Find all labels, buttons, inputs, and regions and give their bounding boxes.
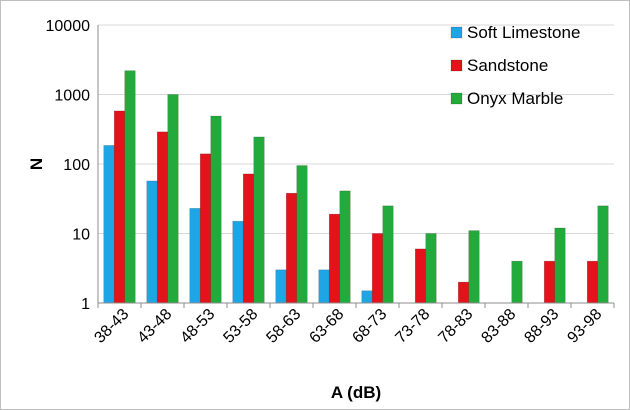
bar-onyx-marble — [210, 115, 222, 304]
legend-label: Soft Limestone — [467, 23, 580, 42]
legend-swatch — [450, 59, 463, 72]
bar-onyx-marble — [167, 94, 179, 304]
y-tick-labels: 1 10 100 1000 10000 — [46, 18, 91, 313]
y-tick-label: 100 — [63, 157, 90, 174]
bar-onyx-marble — [124, 70, 136, 304]
bar-soft-limestone — [318, 269, 330, 304]
legend-label: Sandstone — [467, 56, 548, 75]
legend: Soft Limestone Sandstone Onyx Marble — [450, 23, 580, 108]
bar-soft-limestone — [232, 220, 244, 304]
legend-swatch — [450, 92, 463, 105]
axes-group — [97, 25, 615, 308]
bar-sandstone — [242, 173, 255, 304]
y-tick-label: 10000 — [46, 18, 91, 35]
bar-soft-limestone — [275, 269, 287, 304]
y-tick-label: 1 — [81, 296, 90, 313]
bar-onyx-marble — [468, 230, 480, 304]
bar-sandstone — [371, 233, 384, 304]
bar-onyx-marble — [554, 227, 566, 304]
bar-onyx-marble — [382, 205, 394, 304]
bar-sandstone — [457, 281, 470, 304]
bar-sandstone — [543, 260, 556, 304]
bar-sandstone — [199, 153, 212, 304]
bar-onyx-marble — [296, 165, 308, 304]
bar-soft-limestone — [103, 145, 115, 304]
y-tick-label: 1000 — [54, 88, 90, 105]
bar-soft-limestone — [189, 208, 201, 304]
bar-sandstone — [113, 110, 126, 304]
bar-sandstone — [156, 131, 169, 304]
bar-sandstone — [414, 248, 427, 304]
y-axis-title: N — [27, 158, 46, 170]
bar-onyx-marble — [597, 205, 609, 304]
bar-soft-limestone — [146, 180, 158, 304]
bar-onyx-marble — [253, 136, 265, 304]
bar-sandstone — [586, 260, 599, 304]
bar-soft-limestone — [361, 290, 373, 304]
bar-onyx-marble — [425, 233, 437, 304]
bar-onyx-marble — [339, 190, 351, 304]
legend-swatch — [450, 26, 463, 39]
bar-onyx-marble — [511, 260, 523, 304]
bar-sandstone — [328, 213, 341, 304]
x-axis-title: A (dB) — [331, 383, 381, 402]
y-tick-label: 10 — [72, 227, 90, 244]
legend-label: Onyx Marble — [467, 89, 563, 108]
bar-sandstone — [285, 192, 298, 304]
